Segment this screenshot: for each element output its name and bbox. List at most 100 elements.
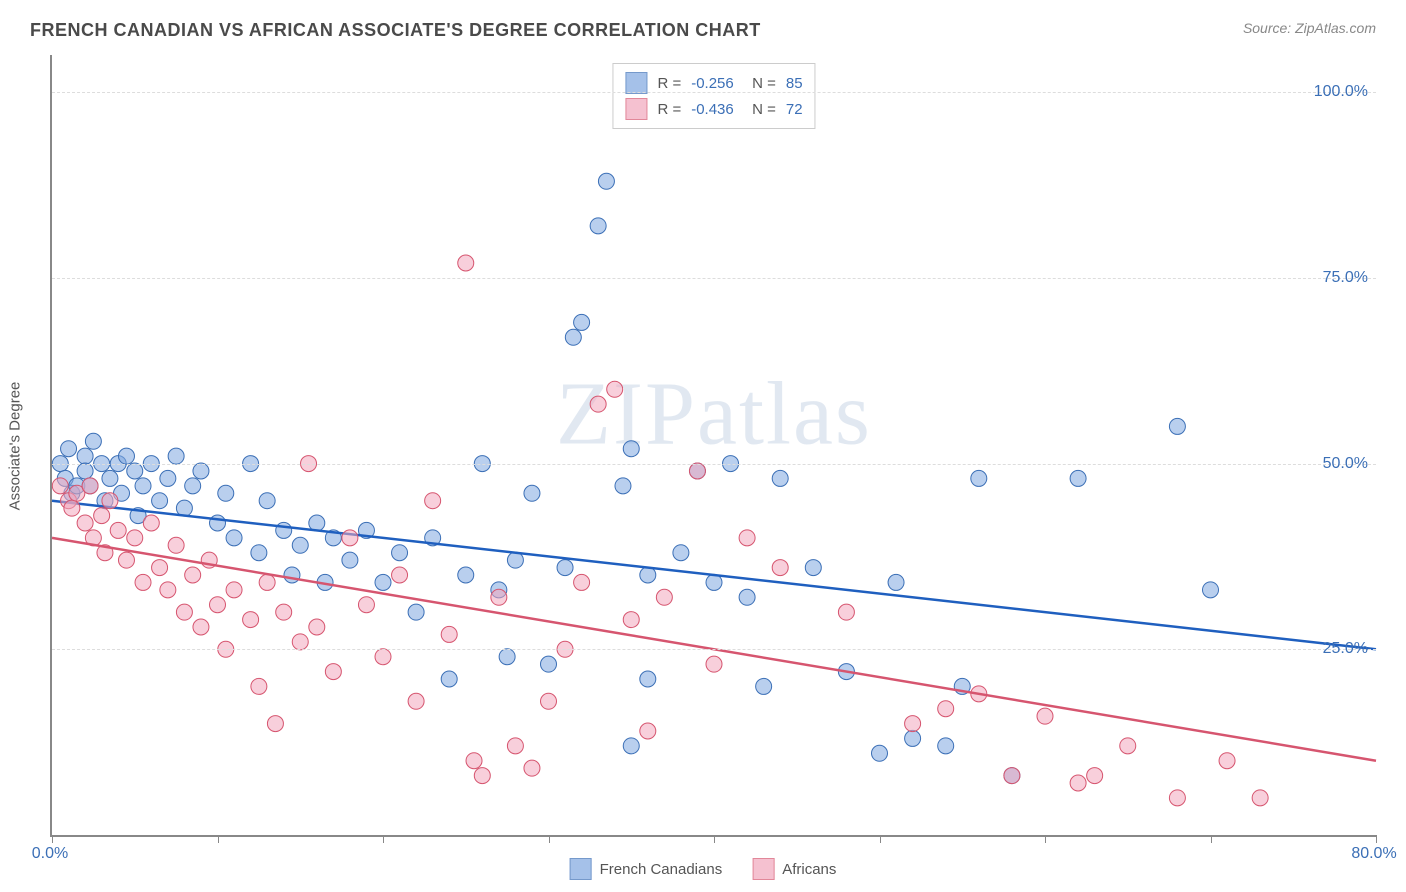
data-point: [507, 738, 523, 754]
data-point: [77, 448, 93, 464]
chart-plot-area: ZIPatlas R = -0.256 N = 85R = -0.436 N =…: [50, 55, 1376, 837]
data-point: [1070, 775, 1086, 791]
data-point: [375, 574, 391, 590]
xtick: [1211, 835, 1212, 843]
xtick: [218, 835, 219, 843]
xtick: [52, 835, 53, 843]
legend-n-label: N =: [744, 101, 776, 118]
data-point: [590, 218, 606, 234]
legend-item: French Canadians: [570, 858, 723, 880]
data-point: [342, 552, 358, 568]
data-point: [176, 604, 192, 620]
data-point: [309, 619, 325, 635]
data-point: [474, 768, 490, 784]
data-point: [491, 589, 507, 605]
legend-swatch: [570, 858, 592, 880]
data-point: [458, 255, 474, 271]
data-point: [325, 664, 341, 680]
legend-row: R = -0.436 N = 72: [625, 96, 802, 122]
series-legend: French Canadians Africans: [570, 858, 837, 880]
data-point: [1120, 738, 1136, 754]
data-point: [598, 173, 614, 189]
data-point: [640, 723, 656, 739]
data-point: [565, 329, 581, 345]
data-point: [82, 478, 98, 494]
data-point: [118, 448, 134, 464]
data-point: [524, 760, 540, 776]
legend-r-value: -0.256: [691, 75, 734, 92]
data-point: [168, 448, 184, 464]
correlation-legend: R = -0.256 N = 85 R = -0.436 N = 72: [612, 63, 815, 129]
data-point: [673, 545, 689, 561]
data-point: [739, 530, 755, 546]
xtick: [714, 835, 715, 843]
data-point: [772, 560, 788, 576]
data-point: [739, 589, 755, 605]
xtick: [1376, 835, 1377, 843]
source-text: Source: ZipAtlas.com: [1243, 20, 1376, 36]
data-point: [706, 656, 722, 672]
data-point: [524, 485, 540, 501]
data-point: [392, 545, 408, 561]
legend-r-value: -0.436: [691, 101, 734, 118]
legend-r-label: R =: [657, 75, 681, 92]
data-point: [358, 597, 374, 613]
legend-n-value: 85: [786, 75, 803, 92]
xtick: [1045, 835, 1046, 843]
scatter-svg: [52, 55, 1376, 835]
data-point: [656, 589, 672, 605]
data-point: [226, 582, 242, 598]
data-point: [805, 560, 821, 576]
data-point: [127, 530, 143, 546]
data-point: [441, 626, 457, 642]
data-point: [1004, 768, 1020, 784]
data-point: [85, 433, 101, 449]
data-point: [938, 701, 954, 717]
legend-label: Africans: [782, 861, 836, 878]
ytick-label: 50.0%: [1323, 455, 1368, 473]
ytick-label: 75.0%: [1323, 269, 1368, 287]
data-point: [392, 567, 408, 583]
legend-item: Africans: [752, 858, 836, 880]
data-point: [251, 678, 267, 694]
data-point: [772, 470, 788, 486]
data-point: [425, 493, 441, 509]
data-point: [52, 478, 68, 494]
data-point: [168, 537, 184, 553]
legend-label: French Canadians: [600, 861, 723, 878]
data-point: [408, 693, 424, 709]
data-point: [905, 730, 921, 746]
data-point: [251, 545, 267, 561]
chart-title: FRENCH CANADIAN VS AFRICAN ASSOCIATE'S D…: [30, 20, 761, 41]
data-point: [905, 716, 921, 732]
legend-swatch: [625, 98, 647, 120]
gridline: [52, 92, 1376, 93]
data-point: [590, 396, 606, 412]
data-point: [623, 738, 639, 754]
data-point: [458, 567, 474, 583]
data-point: [623, 612, 639, 628]
legend-n-value: 72: [786, 101, 803, 118]
legend-swatch: [625, 72, 647, 94]
data-point: [1087, 768, 1103, 784]
data-point: [284, 567, 300, 583]
data-point: [466, 753, 482, 769]
data-point: [607, 381, 623, 397]
data-point: [557, 560, 573, 576]
xtick: [549, 835, 550, 843]
data-point: [938, 738, 954, 754]
data-point: [64, 500, 80, 516]
data-point: [160, 582, 176, 598]
legend-r-label: R =: [657, 101, 681, 118]
legend-swatch: [752, 858, 774, 880]
data-point: [210, 597, 226, 613]
data-point: [218, 485, 234, 501]
data-point: [127, 463, 143, 479]
data-point: [160, 470, 176, 486]
data-point: [276, 604, 292, 620]
data-point: [193, 619, 209, 635]
data-point: [152, 493, 168, 509]
xtick-label-right: 80.0%: [1351, 845, 1396, 863]
data-point: [292, 634, 308, 650]
data-point: [872, 745, 888, 761]
